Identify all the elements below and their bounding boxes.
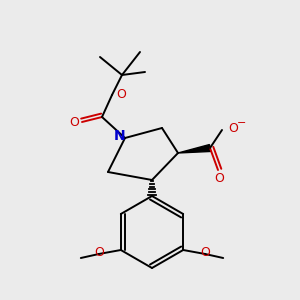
Text: −: − bbox=[237, 118, 247, 128]
Text: O: O bbox=[116, 88, 126, 100]
Text: O: O bbox=[214, 172, 224, 184]
Polygon shape bbox=[178, 145, 211, 153]
Text: O: O bbox=[69, 116, 79, 128]
Text: N: N bbox=[114, 129, 126, 143]
Text: O: O bbox=[94, 247, 104, 260]
Text: O: O bbox=[200, 247, 210, 260]
Text: O: O bbox=[228, 122, 238, 134]
